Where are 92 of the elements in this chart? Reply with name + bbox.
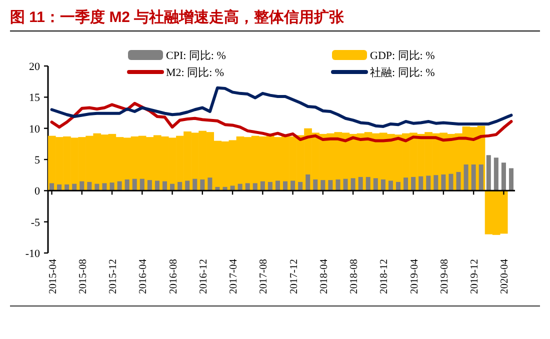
y-tick-label: 15 <box>29 92 40 104</box>
bar <box>56 137 64 191</box>
bar <box>290 180 296 191</box>
bar <box>48 136 56 191</box>
bar <box>328 180 333 191</box>
x-tick-label: 2020-04 <box>500 258 511 294</box>
bar <box>168 138 176 191</box>
y-tick-label: -10 <box>25 248 40 260</box>
legend-label: GDP: 同比: % <box>370 49 435 62</box>
bar <box>501 162 506 191</box>
bar <box>86 136 94 191</box>
x-tick-label: 2016-12 <box>198 259 210 294</box>
bar <box>366 176 370 191</box>
bar <box>486 155 491 191</box>
bar <box>471 164 476 191</box>
bar <box>448 174 454 191</box>
bar <box>147 180 152 191</box>
bar <box>162 181 168 191</box>
x-tick-label: 2019-12 <box>470 259 481 294</box>
bar <box>434 175 438 191</box>
bar <box>124 179 130 191</box>
bar <box>87 182 92 191</box>
legend-label: 社融: 同比: % <box>370 66 435 79</box>
bar <box>441 174 446 191</box>
bar <box>132 178 137 191</box>
bar <box>185 180 190 191</box>
bar <box>63 136 71 191</box>
bar <box>154 180 160 191</box>
bar <box>456 172 461 191</box>
bar <box>252 183 258 191</box>
x-tick-label: 2018-12 <box>379 259 390 294</box>
bar <box>484 190 493 234</box>
bar <box>110 182 114 191</box>
x-tick-label: 2019-08 <box>439 259 450 294</box>
bar <box>478 164 484 191</box>
legend-label: M2: 同比: % <box>166 66 224 79</box>
bar <box>336 179 340 191</box>
bar <box>70 138 78 191</box>
bar <box>200 179 205 191</box>
bar <box>208 178 212 191</box>
bar <box>508 168 514 191</box>
bar <box>418 176 424 191</box>
x-tick-label: 2019-04 <box>409 258 420 294</box>
x-tick-label: 2017-12 <box>288 259 300 294</box>
x-tick-label: 2015-04 <box>48 258 59 294</box>
bar <box>178 182 182 191</box>
legend-label: CPI: 同比: % <box>166 49 226 62</box>
bar <box>426 176 431 191</box>
y-tick-label: 10 <box>29 123 40 136</box>
bar <box>78 137 86 191</box>
bar <box>140 178 144 191</box>
bar <box>350 178 356 191</box>
bar <box>192 178 198 191</box>
bar <box>500 190 508 234</box>
bar <box>411 176 416 191</box>
bar <box>275 180 280 191</box>
bar <box>358 176 363 191</box>
chart-title: 图 11：一季度 M2 与社融增速走高，整体信用扩张 <box>10 8 346 26</box>
bar <box>80 181 84 191</box>
bar <box>343 178 348 191</box>
bar <box>373 178 378 191</box>
x-tick-label: 2015-08 <box>78 259 89 294</box>
bar <box>176 136 184 191</box>
bar <box>50 183 54 191</box>
bar <box>260 181 265 191</box>
y-tick-label: 5 <box>34 154 40 166</box>
bar <box>298 182 303 191</box>
bar <box>230 186 235 191</box>
bar <box>464 164 468 191</box>
bar <box>306 174 310 191</box>
bar <box>268 182 272 191</box>
x-tick-label: 2016-04 <box>138 258 150 294</box>
bar <box>494 158 498 191</box>
bar <box>320 180 326 191</box>
x-tick-label: 2015-12 <box>108 259 120 294</box>
bar <box>388 180 393 191</box>
bar <box>404 178 408 191</box>
bar <box>245 183 250 191</box>
bar <box>313 179 318 191</box>
y-tick-label: -5 <box>30 216 40 229</box>
y-tick-label: 0 <box>34 186 40 198</box>
bar <box>380 179 386 191</box>
x-tick-label: 2017-08 <box>258 259 270 294</box>
bar <box>117 181 122 191</box>
bar <box>283 181 288 191</box>
x-tick-label: 2018-08 <box>349 259 360 294</box>
bar <box>396 182 401 191</box>
y-tick-label: 20 <box>29 61 40 73</box>
x-tick-label: 2018-04 <box>318 258 330 294</box>
x-tick-label: 2017-04 <box>228 258 240 294</box>
x-tick-label: 2016-08 <box>168 259 180 294</box>
bar <box>102 183 107 191</box>
